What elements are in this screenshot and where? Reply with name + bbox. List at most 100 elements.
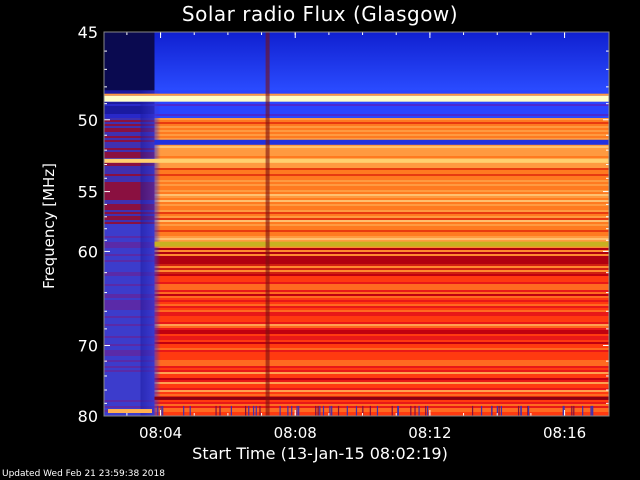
pre-onset-row [104,264,155,266]
interference-streak [296,405,298,416]
pre-onset-row [104,390,155,392]
spectrum-row [154,354,609,356]
interference-streak [498,405,500,416]
interference-streak [418,405,420,416]
pre-onset-row [104,370,155,372]
spectrum-row [154,138,609,140]
spectrum-row [154,358,609,360]
spectrum-row [154,120,609,122]
y-tick-label: 55 [78,183,98,202]
spectrum-row [154,330,609,332]
pre-onset-row [104,148,155,150]
interference-streak [252,405,255,416]
pre-onset-row [104,372,155,374]
pre-onset-row [104,232,155,234]
spectrum-row [154,110,609,112]
spectrum-row [154,390,609,392]
interference-streak [573,405,575,416]
top-dark-band [104,32,155,91]
spectrum-row [154,314,609,316]
pre-onset-row [104,352,155,354]
pre-onset-row [104,144,155,146]
spectrum-row [154,184,609,186]
spectrum-row [154,166,609,168]
spectrum-row [154,280,609,282]
pre-onset-row [104,298,155,300]
pre-onset-row [104,208,155,210]
interference-streak [562,405,564,416]
spectrum-row [154,122,609,124]
pre-onset-row [104,322,155,324]
interference-streak [471,405,474,416]
pre-onset-row [104,248,155,250]
spectrum-row [154,200,609,202]
interference-streak [414,405,416,416]
pre-onset-row [104,270,155,272]
spectrum-row [154,128,609,130]
pre-onset-row [104,172,155,174]
pre-onset-row [104,206,155,208]
pre-onset-row [104,122,155,124]
pre-onset-row [104,196,155,198]
spectrum-row [154,130,609,132]
interference-streak [183,405,185,416]
spectrum-row [154,410,609,412]
plot-frame [103,31,610,417]
spectrum-row [154,90,609,92]
interference-streak [162,405,164,416]
spectrum-row [154,152,609,154]
y-tick-label: 50 [78,111,98,130]
y-tick-label: 70 [78,336,98,355]
spectrum-row [154,126,609,128]
pre-onset-row [104,174,155,176]
pre-onset-row [104,186,155,188]
spectrum-row [154,362,609,364]
pre-onset-row [104,120,155,122]
spectrum-row [154,254,609,256]
pre-onset-row [104,414,155,416]
spectrum-row [154,334,609,336]
spectrum-row [154,132,609,134]
interference-streak [291,405,293,416]
spectrum-row [154,182,609,184]
spectrum-row [154,206,609,208]
spectrum-row [154,238,609,240]
spectrum-row [154,216,609,218]
spectrum-row [154,414,609,416]
interference-streak [571,405,573,416]
pre-onset-row [104,216,155,218]
pre-onset-row [104,142,155,144]
pre-onset-row [104,140,155,142]
pre-onset-row [104,332,155,334]
pre-onset-row [104,374,155,376]
pre-onset-row [104,154,155,156]
spectrum-row [154,230,609,232]
interference-streak [319,405,321,416]
interference-streak [397,405,400,416]
spectrum-row [154,268,609,270]
top-blue-band [154,32,609,91]
spectrum-row [154,180,609,182]
pre-onset-row [104,224,155,226]
pre-onset-row [104,190,155,192]
bright-band-59 [154,241,609,247]
spectrum-row [154,164,609,166]
pre-onset-row [104,278,155,280]
pre-onset-row [104,330,155,332]
spectrum-row [154,282,609,284]
spectrum-row [154,198,609,200]
pre-onset-row [104,256,155,258]
spectrum-row [154,290,609,292]
spectrum-row [154,380,609,382]
interference-streak [279,405,281,416]
interference-streak [157,405,159,416]
interference-streak [298,405,300,416]
pre-onset-row [104,192,155,194]
pre-onset-row [104,318,155,320]
spectrum-row [154,344,609,346]
pre-onset-row [104,310,155,312]
spectrum-row [154,136,609,138]
interference-streak [337,405,340,416]
spectrum-row [154,194,609,196]
spectrum-row [154,102,609,104]
